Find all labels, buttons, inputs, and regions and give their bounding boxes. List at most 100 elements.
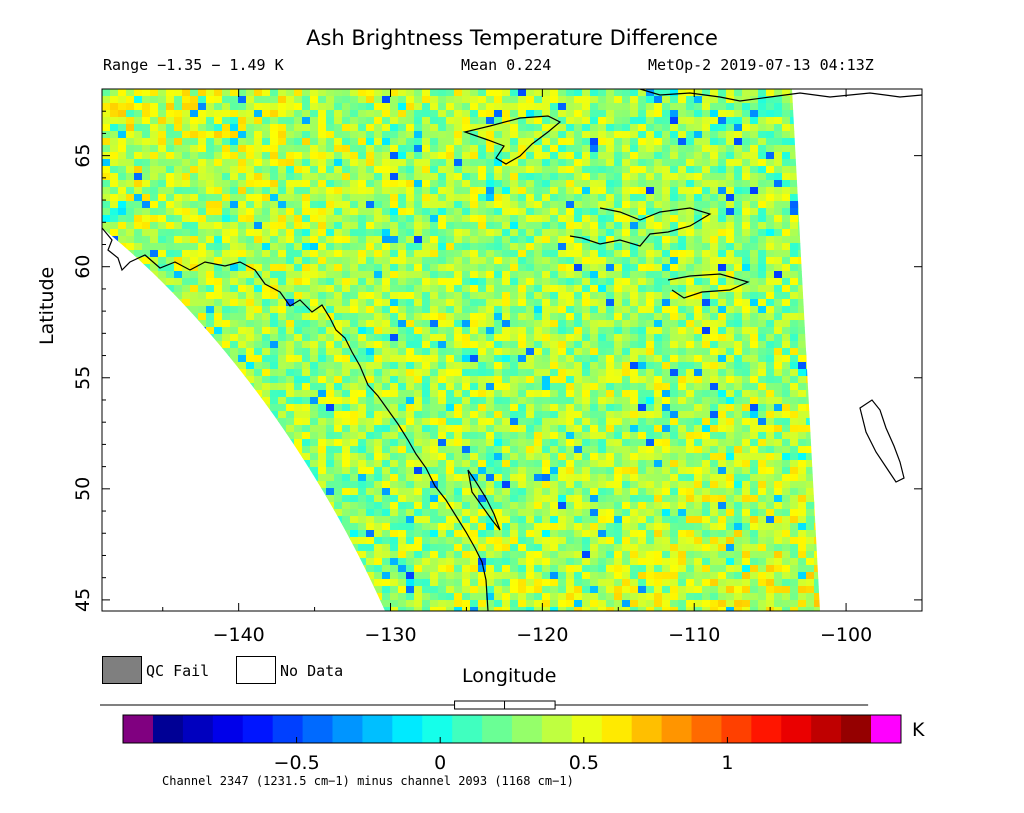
swath-cell bbox=[302, 187, 311, 195]
swath-cell bbox=[662, 173, 671, 181]
swath-cell bbox=[262, 292, 271, 300]
swath-cell bbox=[390, 292, 399, 300]
swath-cell bbox=[814, 208, 820, 216]
swath-cell bbox=[670, 299, 679, 307]
swath-cell bbox=[294, 124, 303, 132]
swath-cell bbox=[486, 110, 495, 118]
swath-cell bbox=[582, 285, 591, 293]
swath-cell bbox=[334, 383, 343, 391]
swath-cell bbox=[262, 117, 271, 125]
swath-cell bbox=[534, 327, 543, 335]
swath-cell bbox=[662, 103, 671, 111]
swath-cell bbox=[406, 467, 415, 475]
swath-cell bbox=[454, 453, 463, 461]
swath-cell bbox=[342, 341, 351, 349]
swath-cell bbox=[606, 173, 615, 181]
swath-cell bbox=[726, 103, 735, 111]
swath-cell bbox=[182, 341, 191, 349]
swath-cell bbox=[542, 306, 551, 314]
swath-cell bbox=[270, 446, 279, 454]
swath-cell bbox=[102, 341, 111, 349]
swath-cell bbox=[686, 131, 695, 139]
swath-cell bbox=[310, 159, 319, 167]
swath-cell bbox=[678, 208, 687, 216]
swath-cell bbox=[126, 425, 135, 433]
swath-cell bbox=[630, 278, 639, 286]
swath-cell bbox=[494, 285, 503, 293]
swath-cell bbox=[574, 355, 583, 363]
swath-cell bbox=[302, 292, 311, 300]
swath-cell bbox=[398, 439, 407, 447]
swath-cell bbox=[366, 404, 375, 412]
swath-cell bbox=[782, 292, 791, 300]
swath-cell bbox=[422, 131, 431, 139]
swath-cell bbox=[382, 467, 391, 475]
swath-cell bbox=[814, 96, 820, 104]
swath-cell bbox=[630, 264, 639, 272]
swath-cell bbox=[486, 299, 495, 307]
swath-cell bbox=[542, 243, 551, 251]
swath-cell bbox=[646, 355, 655, 363]
swath-cell bbox=[718, 341, 727, 349]
swath-cell bbox=[310, 425, 319, 433]
swath-cell bbox=[478, 208, 487, 216]
swath-cell bbox=[438, 173, 447, 181]
swath-cell bbox=[142, 355, 151, 363]
swath-cell bbox=[694, 341, 703, 349]
swath-cell bbox=[710, 124, 719, 132]
swath-cell bbox=[438, 236, 447, 244]
swath-cell bbox=[558, 222, 567, 230]
swath-cell bbox=[278, 425, 287, 433]
swath-cell bbox=[398, 264, 407, 272]
swath-cell bbox=[558, 208, 567, 216]
swath-cell bbox=[574, 271, 583, 279]
swath-cell bbox=[518, 271, 527, 279]
swath-cell bbox=[174, 418, 183, 426]
swath-cell bbox=[246, 138, 255, 146]
swath-cell bbox=[206, 194, 215, 202]
swath-cell bbox=[198, 215, 207, 223]
swath-cell bbox=[598, 271, 607, 279]
swath-cell bbox=[118, 418, 127, 426]
swath-cell bbox=[566, 439, 575, 447]
swath-cell bbox=[638, 138, 647, 146]
swath-cell bbox=[558, 215, 567, 223]
swath-cell bbox=[502, 418, 511, 426]
swath-cell bbox=[654, 103, 663, 111]
swath-cell bbox=[102, 159, 111, 167]
swath-cell bbox=[782, 460, 791, 468]
swath-cell bbox=[662, 264, 671, 272]
swath-cell bbox=[694, 411, 703, 419]
swath-cell bbox=[678, 138, 687, 146]
swath-cell bbox=[478, 152, 487, 160]
swath-cell bbox=[150, 320, 159, 328]
swath-cell bbox=[150, 439, 159, 447]
swath-cell bbox=[734, 236, 743, 244]
swath-cell bbox=[462, 425, 471, 433]
swath-cell bbox=[350, 285, 359, 293]
swath-cell bbox=[654, 292, 663, 300]
swath-cell bbox=[438, 208, 447, 216]
swath-cell bbox=[174, 201, 183, 209]
swath-cell bbox=[622, 124, 631, 132]
swath-cell bbox=[638, 390, 647, 398]
swath-cell bbox=[286, 201, 295, 209]
swath-cell bbox=[518, 201, 527, 209]
swath-cell bbox=[438, 376, 447, 384]
swath-cell bbox=[694, 383, 703, 391]
swath-cell bbox=[598, 320, 607, 328]
swath-cell bbox=[798, 215, 807, 223]
swath-cell bbox=[550, 439, 559, 447]
swath-cell bbox=[598, 103, 607, 111]
swath-cell bbox=[494, 201, 503, 209]
swath-cell bbox=[358, 425, 367, 433]
swath-cell bbox=[254, 180, 263, 188]
swath-cell bbox=[318, 110, 327, 118]
swath-cell bbox=[142, 278, 151, 286]
swath-cell bbox=[814, 215, 820, 223]
swath-cell bbox=[646, 138, 655, 146]
swath-cell bbox=[270, 103, 279, 111]
swath-cell bbox=[430, 411, 439, 419]
swath-cell bbox=[566, 243, 575, 251]
swath-cell bbox=[414, 229, 423, 237]
